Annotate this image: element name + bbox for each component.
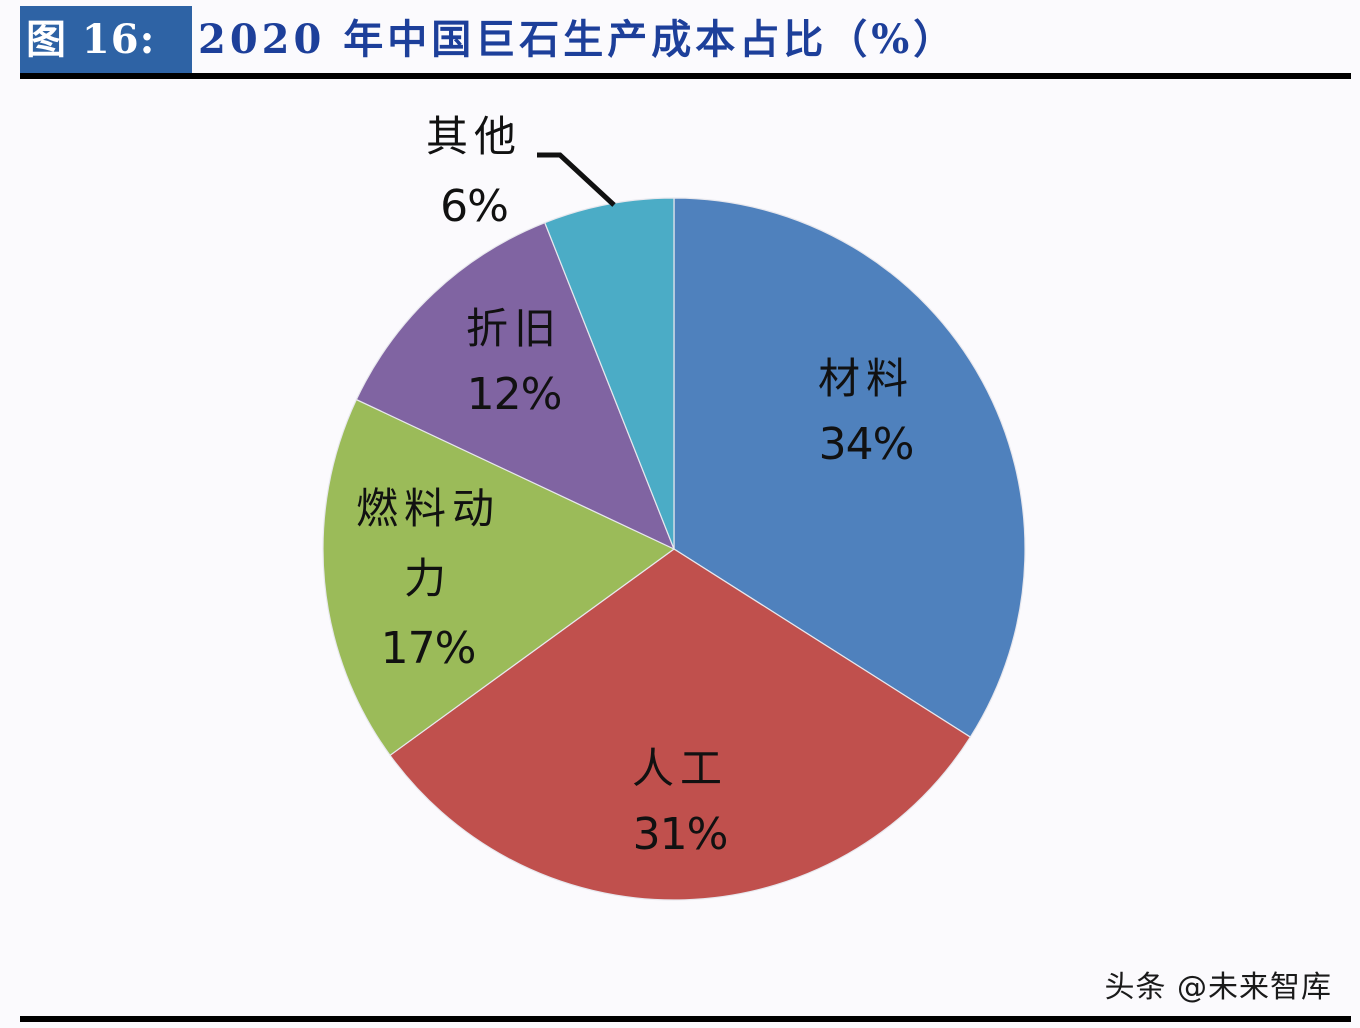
pie-slices bbox=[322, 197, 1026, 901]
slice-label-labor: 人工 31% bbox=[632, 736, 728, 868]
slice-label-depreciation: 折旧 12% bbox=[466, 296, 562, 428]
slice-label-other: 其他 6% bbox=[426, 102, 522, 242]
chart-title: 2020 年中国巨石生产成本占比（%） bbox=[198, 16, 958, 63]
top-divider bbox=[20, 73, 1351, 79]
slice-percent: 12% bbox=[466, 369, 563, 420]
figure-header: 图 16: 2020 年中国巨石生产成本占比（%） bbox=[20, 6, 1350, 74]
slice-label-fuel-power: 燃料动力 17% bbox=[343, 474, 513, 684]
slice-name: 材料 bbox=[817, 354, 915, 403]
slice-percent: 6% bbox=[440, 181, 509, 232]
watermark: 头条 @未来智库 bbox=[1104, 970, 1332, 1005]
slice-name: 人工 bbox=[631, 744, 729, 793]
pie-slice-2 bbox=[322, 398, 676, 757]
slice-percent: 17% bbox=[380, 623, 477, 674]
pie-slice-0 bbox=[673, 197, 1026, 738]
pie-slice-3 bbox=[355, 221, 676, 551]
slice-percent: 31% bbox=[632, 809, 729, 860]
slice-name: 其他 bbox=[425, 112, 523, 161]
figure-number-label: 图 16: bbox=[20, 6, 192, 74]
bottom-divider bbox=[20, 1016, 1351, 1022]
slice-percent: 34% bbox=[818, 419, 915, 470]
slice-label-materials: 材料 34% bbox=[818, 346, 914, 478]
slice-name: 燃料动力 bbox=[355, 484, 500, 603]
slice-name: 折旧 bbox=[465, 304, 563, 353]
pie-slice-4 bbox=[544, 197, 675, 550]
leader-line-other bbox=[537, 152, 616, 207]
pie-slice-1 bbox=[389, 548, 972, 901]
